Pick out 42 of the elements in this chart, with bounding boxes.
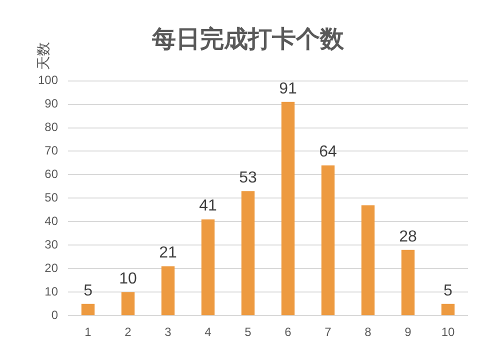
x-tick-label: 1: [84, 325, 92, 340]
y-tick-label: 70: [44, 144, 58, 158]
data-label: 5: [84, 282, 93, 300]
y-tick-label: 30: [44, 237, 58, 252]
bar: [161, 266, 175, 316]
bar: [361, 205, 375, 316]
y-tick-label: 90: [44, 96, 58, 111]
data-label: 21: [159, 244, 178, 262]
y-tick-label: 100: [38, 73, 58, 88]
bar: [241, 191, 255, 316]
bar: [201, 219, 215, 316]
bar: [321, 165, 335, 316]
data-label: 64: [319, 144, 338, 161]
x-tick-label: 2: [124, 325, 132, 340]
bar: [281, 102, 295, 316]
y-tick-label: 60: [44, 167, 58, 182]
x-tick-label: 9: [404, 325, 412, 340]
x-tick-label: 4: [204, 325, 212, 340]
bar: [401, 250, 415, 316]
x-tick-label: 7: [324, 325, 332, 340]
chart-title: 每日完成打卡个数: [151, 25, 345, 54]
data-label: 91: [279, 80, 298, 98]
x-tick-label: 8: [364, 325, 372, 340]
y-tick-label: 80: [44, 120, 58, 134]
data-label: 5: [444, 282, 453, 300]
y-axis-title: 天数: [34, 42, 51, 70]
y-tick-label: 50: [44, 190, 58, 205]
data-label: 41: [199, 198, 218, 215]
x-tick-label: 6: [284, 325, 292, 340]
data-label: 10: [119, 270, 138, 288]
y-tick-label: 0: [51, 308, 58, 322]
y-tick-label: 40: [44, 214, 58, 228]
bar: [121, 292, 135, 316]
y-tick-label: 20: [44, 260, 58, 275]
data-label: 28: [399, 228, 418, 246]
bar: [441, 304, 455, 316]
y-tick-label: 10: [44, 284, 58, 298]
x-tick-label: 3: [164, 325, 172, 340]
bar: [81, 304, 95, 316]
x-tick-label: 5: [244, 325, 252, 340]
x-tick-label: 10: [441, 325, 455, 340]
data-label: 53: [239, 170, 258, 187]
